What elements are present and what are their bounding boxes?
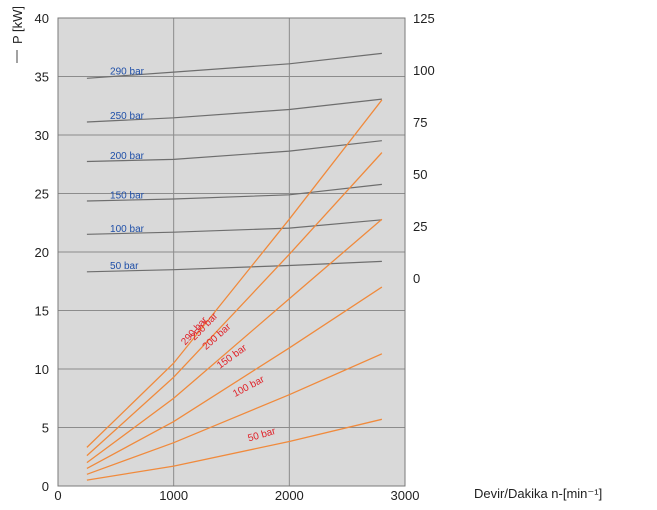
gray-series-line <box>86 52 382 79</box>
orange-series-line <box>86 152 383 457</box>
y-tick-label: 25 <box>35 187 49 202</box>
gray-series-line <box>86 260 382 273</box>
x-tick-label: 0 <box>54 488 61 503</box>
orange-series-line <box>86 353 383 475</box>
gray-series-label: 150 bar <box>110 190 145 201</box>
gray-series-label: 290 bar <box>110 67 145 78</box>
gray-series-line <box>86 98 382 123</box>
y2-tick-label: 75 <box>413 115 427 130</box>
gray-series-line <box>86 219 382 235</box>
y2-tick-label: 100 <box>413 63 435 78</box>
y-tick-label: 30 <box>35 128 49 143</box>
y-tick-label: 15 <box>35 304 49 319</box>
orange-series-line <box>86 418 383 481</box>
y-tick-label: 0 <box>42 479 49 494</box>
orange-curves <box>86 99 383 481</box>
gray-series-label: 250 bar <box>110 111 145 122</box>
y-axis-title: P [kW] <box>10 6 25 44</box>
gray-curve-labels: 290 bar 250 bar 200 bar 150 bar 100 bar 50 ba… <box>110 67 145 273</box>
y2-tick-label: 50 <box>413 167 427 182</box>
gray-series-label: 200 bar <box>110 151 145 162</box>
x-axis-title: Devir/Dakika n-[min⁻¹] <box>474 486 602 501</box>
gray-curves <box>86 52 382 273</box>
x-tick-label: 1000 <box>159 488 188 503</box>
y2-tick-label: 25 <box>413 219 427 234</box>
gray-series-line <box>86 183 382 202</box>
y-tick-label: 5 <box>42 421 49 436</box>
y-tick-label: 40 <box>35 11 49 26</box>
gray-series-line <box>86 140 382 163</box>
y2-tick-label: 0 <box>413 271 420 286</box>
orange-series-line <box>86 286 383 469</box>
y-tick-label: 20 <box>35 245 49 260</box>
orange-series-line <box>86 218 383 464</box>
x-tick-label: 3000 <box>391 488 420 503</box>
gray-series-label: 100 bar <box>110 224 145 235</box>
grid <box>57 17 406 487</box>
orange-series-line <box>86 99 383 448</box>
x-tick-label: 2000 <box>275 488 304 503</box>
tick-labels: 0 5 10 15 20 25 30 35 40 0 25 50 75 100 125 0 1000 2000 30… <box>35 11 435 503</box>
y-tick-label: 35 <box>35 70 49 85</box>
gray-series-label: 50 bar <box>110 261 139 272</box>
y2-tick-label: 125 <box>413 11 435 26</box>
y-tick-label: 10 <box>35 362 49 377</box>
plot-border <box>57 17 406 487</box>
